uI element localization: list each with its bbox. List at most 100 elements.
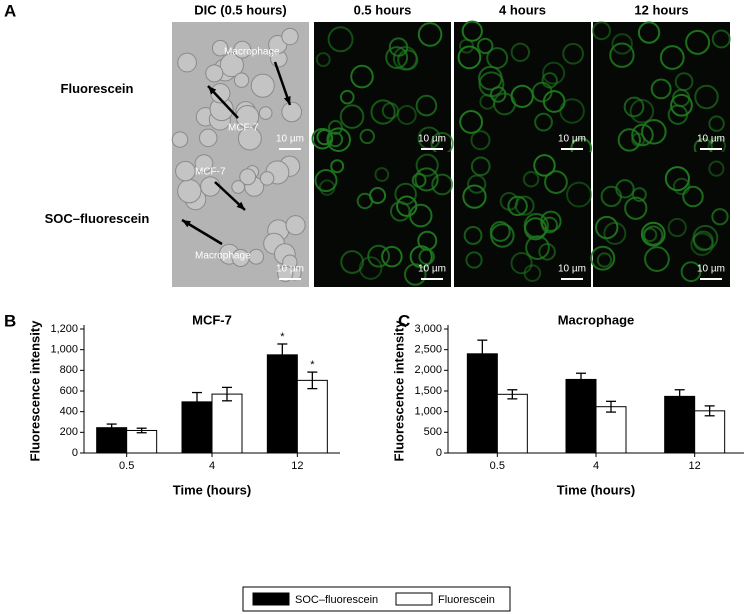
x-tick-label: 0.5 xyxy=(119,460,134,472)
x-tick-label: 12 xyxy=(291,460,303,472)
cell xyxy=(592,21,611,41)
cell xyxy=(489,86,507,103)
bar xyxy=(565,378,597,454)
error-bar xyxy=(307,371,318,390)
cell xyxy=(461,20,483,42)
bar xyxy=(664,395,696,454)
panel-label: B xyxy=(4,311,16,330)
cell xyxy=(350,64,374,89)
panel-label: A xyxy=(4,1,16,20)
cell xyxy=(327,26,354,53)
row-label: Fluorescein xyxy=(61,81,134,96)
cell xyxy=(533,154,556,177)
bar xyxy=(211,393,243,454)
cell xyxy=(358,256,383,280)
error-bar xyxy=(477,339,488,368)
cell xyxy=(418,248,435,266)
cell xyxy=(248,248,265,265)
cell xyxy=(611,33,633,55)
cell xyxy=(499,191,519,211)
cell xyxy=(415,94,438,117)
cell xyxy=(281,27,299,46)
cell xyxy=(694,84,719,110)
cell xyxy=(326,127,351,153)
cell xyxy=(566,181,593,208)
cell xyxy=(708,115,725,132)
arrow-head xyxy=(236,201,245,210)
error-bar xyxy=(674,389,685,403)
cell xyxy=(640,221,666,247)
error-bar xyxy=(136,427,147,434)
cell xyxy=(231,180,246,194)
cell-label: MCF-7 xyxy=(228,123,259,134)
error-bar xyxy=(606,400,616,413)
cell xyxy=(463,226,483,245)
cell xyxy=(392,46,418,71)
cell xyxy=(194,154,214,173)
cell xyxy=(600,185,622,208)
cell xyxy=(629,98,655,124)
bar xyxy=(694,410,726,454)
cell xyxy=(685,29,711,55)
cell xyxy=(314,169,338,193)
cell xyxy=(711,29,731,49)
cell xyxy=(231,248,250,267)
cell xyxy=(409,245,433,269)
cell xyxy=(370,99,396,125)
cell xyxy=(562,42,584,65)
x-tick-label: 0.5 xyxy=(490,460,505,472)
y-tick-label: 600 xyxy=(60,385,78,397)
bar xyxy=(466,353,498,454)
error-bar xyxy=(277,343,288,366)
cell xyxy=(374,167,390,182)
cell xyxy=(403,263,427,286)
cell xyxy=(339,89,355,105)
cell xyxy=(369,187,387,205)
cell xyxy=(175,160,196,182)
cell xyxy=(414,167,439,192)
cell xyxy=(708,160,725,177)
scale-label: 10 µm xyxy=(418,134,446,145)
cell xyxy=(340,250,365,274)
cell xyxy=(542,90,566,113)
cell xyxy=(542,61,566,85)
x-tick-label: 4 xyxy=(593,460,599,472)
y-tick-label: 0 xyxy=(436,447,442,459)
column-label: 4 hours xyxy=(499,2,546,17)
panel-a: DIC (0.5 hours) 0.5 hours 4 hours 12 hours F… xyxy=(45,2,731,287)
legend-label: SOC–fluorescein xyxy=(295,594,378,606)
cell xyxy=(177,52,197,73)
cell xyxy=(664,166,690,192)
cell xyxy=(367,244,390,268)
cell xyxy=(457,45,482,70)
y-tick-label: 400 xyxy=(60,406,78,418)
cell xyxy=(259,171,275,186)
annotation: * xyxy=(280,331,285,343)
cell xyxy=(462,184,487,209)
bar xyxy=(266,354,298,454)
cell xyxy=(631,187,647,202)
cell xyxy=(285,215,306,236)
cell-label: Macrophage xyxy=(224,47,280,58)
cell xyxy=(637,21,661,44)
y-tick-label: 1,500 xyxy=(414,385,442,397)
chart-c: Macrophage Time (hours) Fluorescence inten… xyxy=(391,312,744,497)
cell xyxy=(659,45,685,70)
cell xyxy=(171,131,189,148)
cell xyxy=(431,173,454,196)
chart-title: Macrophage xyxy=(558,312,635,327)
scale-label: 10 µm xyxy=(558,264,586,275)
bar xyxy=(496,393,528,454)
cell xyxy=(470,130,491,151)
y-tick-label: 200 xyxy=(60,426,78,438)
cell xyxy=(359,128,375,145)
scale-label: 10 µm xyxy=(276,134,304,145)
cell xyxy=(631,132,646,147)
cell-label: MCF-7 xyxy=(195,167,226,178)
scale-label: 10 µm xyxy=(697,134,725,145)
cell xyxy=(544,170,568,194)
cell xyxy=(525,235,550,260)
cell xyxy=(339,104,365,129)
cell xyxy=(211,39,229,57)
